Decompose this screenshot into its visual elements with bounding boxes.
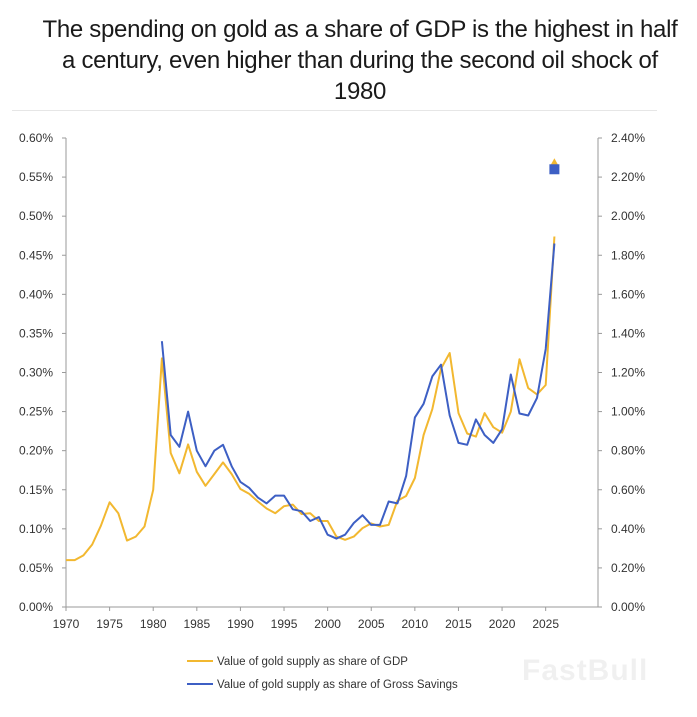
- x-tick-label: 1985: [183, 617, 210, 631]
- y-right-tick-label: 1.80%: [611, 248, 645, 262]
- y-left-tick-label: 0.50%: [19, 209, 53, 223]
- y-left-tick-label: 0.20%: [19, 444, 53, 458]
- page-title: The spending on gold as a share of GDP i…: [42, 16, 678, 105]
- x-tick-label: 2025: [532, 617, 559, 631]
- legend-label-gross-savings: Value of gold supply as share of Gross S…: [217, 679, 458, 691]
- x-tick-label: 2000: [314, 617, 341, 631]
- y-left-tick-label: 0.55%: [19, 170, 53, 184]
- y-left-tick-label: 0.25%: [19, 405, 53, 419]
- y-right-tick-label: 2.20%: [611, 170, 645, 184]
- x-tick-label: 1995: [271, 617, 298, 631]
- watermark-logo: FastBull: [522, 654, 648, 688]
- legend-label-gdp: Value of gold supply as share of GDP: [217, 656, 408, 668]
- y-right-tick-label: 1.40%: [611, 326, 645, 340]
- y-left-tick-label: 0.40%: [19, 287, 53, 301]
- y-left-tick-label: 0.00%: [19, 600, 53, 614]
- x-tick-label: 1975: [96, 617, 123, 631]
- y-right-tick-label: 2.40%: [611, 131, 645, 145]
- chart-series: [66, 236, 556, 562]
- x-tick-label: 1970: [53, 617, 80, 631]
- divider: [12, 110, 657, 111]
- chart-legend: Value of gold supply as share of GDP Valu…: [187, 656, 458, 691]
- y-left-tick-label: 0.60%: [19, 131, 53, 145]
- x-tick-label: 1980: [140, 617, 167, 631]
- y-left-tick-label: 0.45%: [19, 248, 53, 262]
- y-right-tick-label: 0.60%: [611, 483, 645, 497]
- y-right-tick-label: 1.60%: [611, 287, 645, 301]
- y-right-tick-label: 0.80%: [611, 444, 645, 458]
- series-line-gdp: [66, 236, 556, 562]
- x-tick-label: 2010: [402, 617, 429, 631]
- chart-markers: [549, 158, 560, 175]
- chart-axes: 0.00% 0.05% 0.10% 0.15% 0.20% 0.25% 0.30% 0.35%…: [19, 131, 645, 631]
- x-tick-label: 2015: [445, 617, 472, 631]
- x-tick-label: 2005: [358, 617, 385, 631]
- y-right-tick-label: 2.00%: [611, 209, 645, 223]
- watermark-text: FastBull: [522, 654, 649, 687]
- x-tick-label: 1990: [227, 617, 254, 631]
- y-left-tick-label: 0.15%: [19, 483, 53, 497]
- y-left-tick-label: 0.10%: [19, 522, 53, 536]
- y-right-tick-label: 1.20%: [611, 366, 645, 380]
- y-left-tick-label: 0.05%: [19, 561, 53, 575]
- y-right-tick-label: 0.00%: [611, 600, 645, 614]
- series-line-gross-savings: [160, 243, 556, 540]
- y-right-tick-label: 0.40%: [611, 522, 645, 536]
- y-right-tick-label: 0.20%: [611, 561, 645, 575]
- x-tick-label: 2020: [489, 617, 516, 631]
- y-left-tick-label: 0.30%: [19, 366, 53, 380]
- marker-square-gross-savings: [549, 164, 560, 175]
- y-right-tick-label: 1.00%: [611, 405, 645, 419]
- y-left-tick-label: 0.35%: [19, 326, 53, 340]
